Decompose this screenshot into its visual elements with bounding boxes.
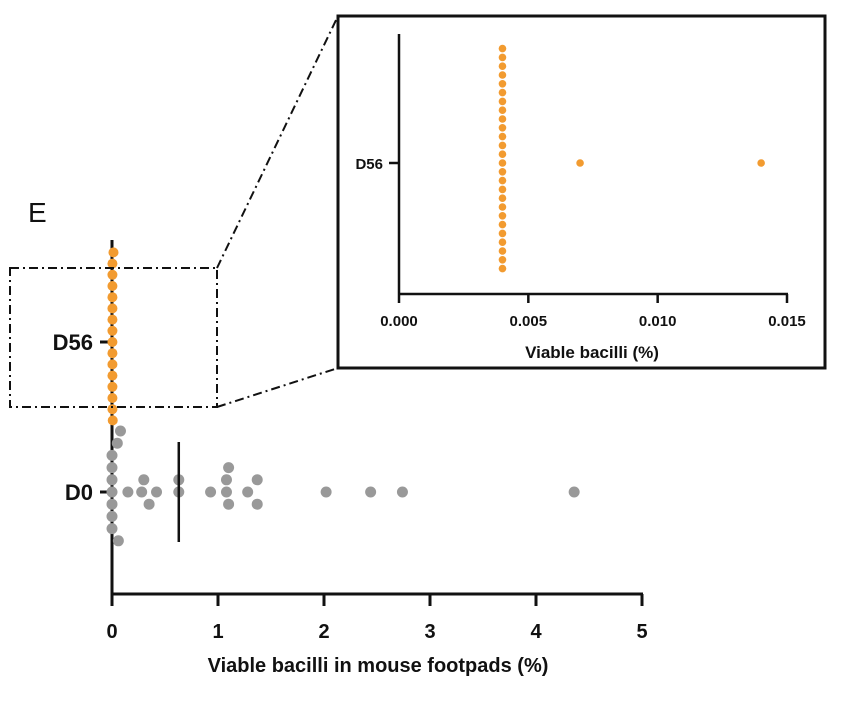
data-point-d0 xyxy=(220,486,232,498)
inset-data-point-d56 xyxy=(498,264,507,273)
data-point-d0 xyxy=(106,449,118,461)
inset-data-point-d56 xyxy=(498,97,507,106)
data-point-d56 xyxy=(107,269,118,280)
data-point-d0 xyxy=(223,462,235,474)
data-point-d56 xyxy=(107,370,118,381)
inset-data-point-d56 xyxy=(576,159,584,167)
zoom-connector-bottom xyxy=(216,367,339,408)
inset-data-point-d56 xyxy=(498,194,507,202)
main-x-tick-label: 5 xyxy=(636,621,647,643)
data-point-d56 xyxy=(107,258,118,269)
data-point-d0 xyxy=(143,498,155,510)
main-x-tick-label: 1 xyxy=(212,621,223,643)
inset-data-point-d56 xyxy=(498,62,507,70)
inset-data-point-d56 xyxy=(498,53,507,62)
inset-data-point-d56 xyxy=(498,132,507,141)
data-point-d0 xyxy=(205,486,217,498)
main-points xyxy=(106,247,580,547)
inset-x-tick-label: 0.005 xyxy=(510,313,548,330)
data-point-d0 xyxy=(396,486,408,498)
main-category-label-d56: D56 xyxy=(53,330,93,355)
main-x-tick-label: 3 xyxy=(424,621,435,643)
main-x-tick-label: 2 xyxy=(318,621,329,643)
data-point-d56 xyxy=(107,292,118,303)
main-x-axis-title: Viable bacilli in mouse footpads (%) xyxy=(208,655,549,677)
inset-data-point-d56 xyxy=(498,159,507,167)
data-point-d0 xyxy=(242,486,254,498)
main-x-tick-label: 0 xyxy=(106,621,117,643)
zoom-connector-top xyxy=(216,15,339,269)
inset-x-axis-title: Viable bacilli (%) xyxy=(525,343,659,362)
data-point-d0 xyxy=(106,474,118,486)
inset-points xyxy=(498,44,765,273)
panel-label: E xyxy=(28,197,47,228)
inset-data-point-d56 xyxy=(498,44,507,53)
data-point-d56 xyxy=(107,337,118,347)
inset-data-point-d56 xyxy=(498,176,507,185)
main-x-tick-label: 4 xyxy=(530,621,542,643)
inset-data-point-d56 xyxy=(498,220,507,229)
data-point-d0 xyxy=(223,498,235,510)
data-point-d0 xyxy=(114,425,126,437)
zoom-region-box xyxy=(9,267,218,408)
data-point-d0 xyxy=(251,474,263,486)
data-point-d0 xyxy=(106,523,118,535)
inset-chart: D56 Viable bacilli (%) xyxy=(336,14,827,370)
inset-data-point-d56 xyxy=(498,115,507,123)
data-point-d56 xyxy=(107,348,118,359)
data-point-d0 xyxy=(568,486,580,498)
inset-category-label-d56: D56 xyxy=(355,156,383,173)
data-point-d0 xyxy=(106,498,118,510)
data-point-d0 xyxy=(320,486,332,498)
data-point-d0 xyxy=(251,498,263,510)
data-point-d0 xyxy=(122,486,134,498)
inset-x-tick-label: 0.015 xyxy=(768,313,806,330)
data-point-d56 xyxy=(107,415,118,426)
data-point-d0 xyxy=(106,486,118,498)
data-point-d0 xyxy=(220,474,232,486)
inset-data-point-d56 xyxy=(498,88,507,97)
data-point-d0 xyxy=(106,510,118,522)
data-point-d0 xyxy=(111,437,123,449)
inset-data-point-d56 xyxy=(498,238,507,246)
inset-data-point-d56 xyxy=(498,150,507,158)
data-point-d0 xyxy=(138,474,150,486)
inset-data-point-d56 xyxy=(757,159,765,167)
inset-data-point-d56 xyxy=(498,71,507,79)
data-point-d56 xyxy=(107,404,118,415)
data-point-d0 xyxy=(136,486,148,498)
data-point-d56 xyxy=(107,281,118,291)
data-point-d56 xyxy=(107,303,118,314)
inset-x-ticks: 0.000 0.005 0.010 0.015 xyxy=(380,294,806,330)
data-point-d56 xyxy=(107,325,118,336)
data-point-d56 xyxy=(107,359,118,370)
data-point-d56 xyxy=(107,314,118,325)
inset-data-point-d56 xyxy=(498,229,507,238)
inset-data-point-d56 xyxy=(498,141,507,150)
data-point-d56 xyxy=(108,247,119,258)
data-point-d56 xyxy=(107,381,118,392)
data-point-d0 xyxy=(106,462,118,474)
data-point-d0 xyxy=(365,486,377,498)
inset-data-point-d56 xyxy=(498,80,507,88)
inset-x-tick-label: 0.010 xyxy=(639,313,677,330)
inset-data-point-d56 xyxy=(498,106,507,114)
inset-data-point-d56 xyxy=(498,255,507,264)
data-point-d0 xyxy=(112,535,124,547)
inset-data-point-d56 xyxy=(498,203,507,211)
inset-data-point-d56 xyxy=(498,185,507,194)
main-chart: Viable bacilli in mouse footpads (%) D56… xyxy=(53,240,643,677)
data-point-d0 xyxy=(151,486,163,498)
inset-data-point-d56 xyxy=(498,168,507,176)
inset-data-point-d56 xyxy=(498,124,507,132)
inset-x-tick-label: 0.000 xyxy=(380,313,418,330)
main-x-ticks: 0 1 2 3 4 5 xyxy=(106,594,648,643)
inset-data-point-d56 xyxy=(498,247,507,255)
inset-frame xyxy=(336,14,827,370)
data-point-d56 xyxy=(107,393,118,403)
main-category-label-d0: D0 xyxy=(65,480,93,505)
inset-data-point-d56 xyxy=(498,212,507,220)
